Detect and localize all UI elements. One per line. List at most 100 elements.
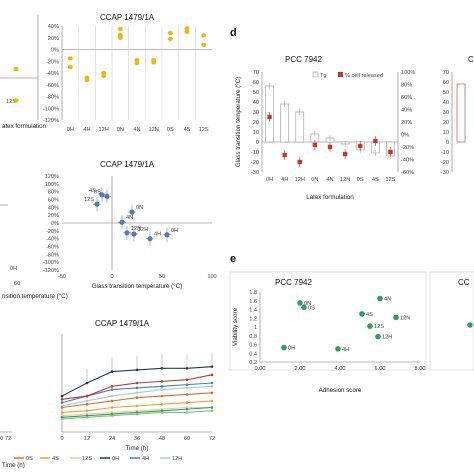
e-right-frame	[429, 271, 474, 371]
blue-point-label: 0N	[136, 205, 143, 211]
blue-point-4	[119, 219, 125, 225]
d-red-point-4	[327, 144, 333, 150]
yellow-point-4	[101, 70, 107, 76]
d-xtick: 0H	[266, 177, 273, 183]
time-point	[210, 365, 214, 368]
yellow-point-0	[67, 56, 73, 61]
d-red-point-0	[267, 114, 272, 120]
time-point	[210, 373, 214, 377]
d-right-ytick: 0	[446, 140, 449, 146]
e-point-4	[367, 323, 373, 329]
e-frame	[229, 271, 427, 371]
blue-ytick: 0%	[51, 221, 59, 227]
d-ytick: -10	[251, 150, 259, 156]
time-xtick: 60	[184, 436, 190, 442]
yellow-ytick: 40%	[48, 24, 59, 30]
time-legend-label: 4S	[52, 456, 59, 462]
time-point	[135, 404, 139, 408]
e-ytick: 1.2	[249, 316, 257, 322]
blue-ytick: 40%	[48, 205, 59, 211]
yellow-ytick: 20%	[48, 36, 59, 42]
time-xtick: 24	[109, 436, 115, 442]
e-point-label: 12N	[400, 315, 410, 321]
partial-xlabel-bottom: Time (h)	[2, 462, 25, 469]
time-x-label: Time (h)	[126, 445, 149, 452]
d-chart-title-right: C	[468, 55, 474, 64]
time-xtick: 0	[60, 436, 63, 442]
blue-ytick: 60%	[48, 198, 59, 204]
time-point	[160, 384, 164, 388]
yellow-ytick: -20%	[46, 59, 59, 65]
e-xtick: 2.00	[295, 366, 306, 372]
yellow-xtick: 0S	[167, 127, 174, 133]
d-red-point-8	[388, 149, 393, 155]
time-point	[160, 402, 164, 406]
d-ytick: 40	[253, 100, 259, 106]
time-point	[85, 416, 89, 419]
time-legend-label: 12S	[82, 456, 92, 462]
time-point	[110, 384, 114, 388]
d-xtick: 0S	[357, 177, 364, 183]
blue-point-label: 0H	[171, 228, 178, 234]
partial-left-bottom: 0 72 Time (h)	[0, 431, 25, 469]
d-bar-tg-2	[295, 111, 305, 143]
time-legend-label: 0H	[112, 456, 119, 462]
d-ytick: -20	[251, 160, 259, 166]
time-point	[135, 381, 139, 385]
yellow-point-15	[184, 26, 190, 31]
d-y2tick: 40%	[401, 108, 412, 114]
time-point	[185, 367, 189, 370]
e-xtick: 4.00	[335, 366, 346, 372]
time-point	[185, 407, 189, 411]
yellow-xtick: 12H	[99, 127, 109, 133]
d-red-point-3	[312, 142, 318, 148]
yellow-point-13	[167, 30, 173, 36]
e-ytick: 0.4	[249, 351, 257, 357]
d-ytick: -30	[251, 170, 259, 176]
blue-point-2	[94, 201, 100, 207]
d-xtick: 12H	[295, 177, 305, 183]
partial-yellow-points	[13, 66, 19, 103]
e-point-0	[297, 300, 303, 306]
d-ytick: 10	[253, 130, 259, 136]
blue-ytick: -60%	[46, 245, 59, 251]
time-point	[110, 370, 114, 373]
d-red-point-1	[282, 152, 287, 158]
time-line-chart: 0 12 24 36 48 60 72 Time (h)	[60, 334, 215, 452]
yellow-point-7	[117, 32, 123, 37]
e-point-label: 0H	[288, 346, 295, 352]
blue-x-label: Glass transition temperature (°C)	[92, 283, 183, 290]
e-ytick: 1	[254, 325, 257, 331]
time-point	[110, 399, 114, 403]
d-xtick: 4S	[372, 177, 379, 183]
d-y2tick: 100%	[401, 70, 415, 76]
blue-point-label: 4H	[154, 232, 161, 238]
time-point	[60, 401, 64, 404]
time-point	[60, 411, 64, 414]
time-point	[185, 393, 189, 396]
yellow-point-9	[134, 57, 140, 63]
blue-ytick: -40%	[46, 237, 59, 243]
blue-point-label: 12H	[138, 227, 148, 233]
d-chart-title: PCC 7942	[285, 55, 322, 64]
time-point	[60, 398, 64, 401]
yellow-point-16	[184, 29, 190, 34]
time-point	[85, 409, 89, 413]
e-y-label: Viability score	[232, 307, 239, 346]
yellow-partial-point-0	[13, 66, 19, 72]
yellow-point-3	[84, 77, 90, 83]
d-red-point-6	[358, 143, 363, 149]
yellow-xtick: 4H	[83, 127, 90, 133]
d-right-bar	[456, 83, 466, 143]
yellow-xtick: 0H	[67, 127, 74, 133]
yellow-ytick: -120%	[43, 118, 59, 124]
yellow-xtick: 4N	[133, 127, 140, 133]
d-y2tick: -20%	[401, 145, 414, 151]
e-xtick: 0.00	[255, 366, 266, 372]
time-point	[210, 391, 214, 395]
blue-ytick: -120%	[43, 268, 59, 274]
yellow-chart-title: CCAP 1479/1A	[100, 13, 155, 22]
yellow-partial-point-1	[13, 98, 19, 103]
panel-label-d: d	[230, 27, 237, 39]
yellow-ytick: 0%	[51, 48, 59, 54]
